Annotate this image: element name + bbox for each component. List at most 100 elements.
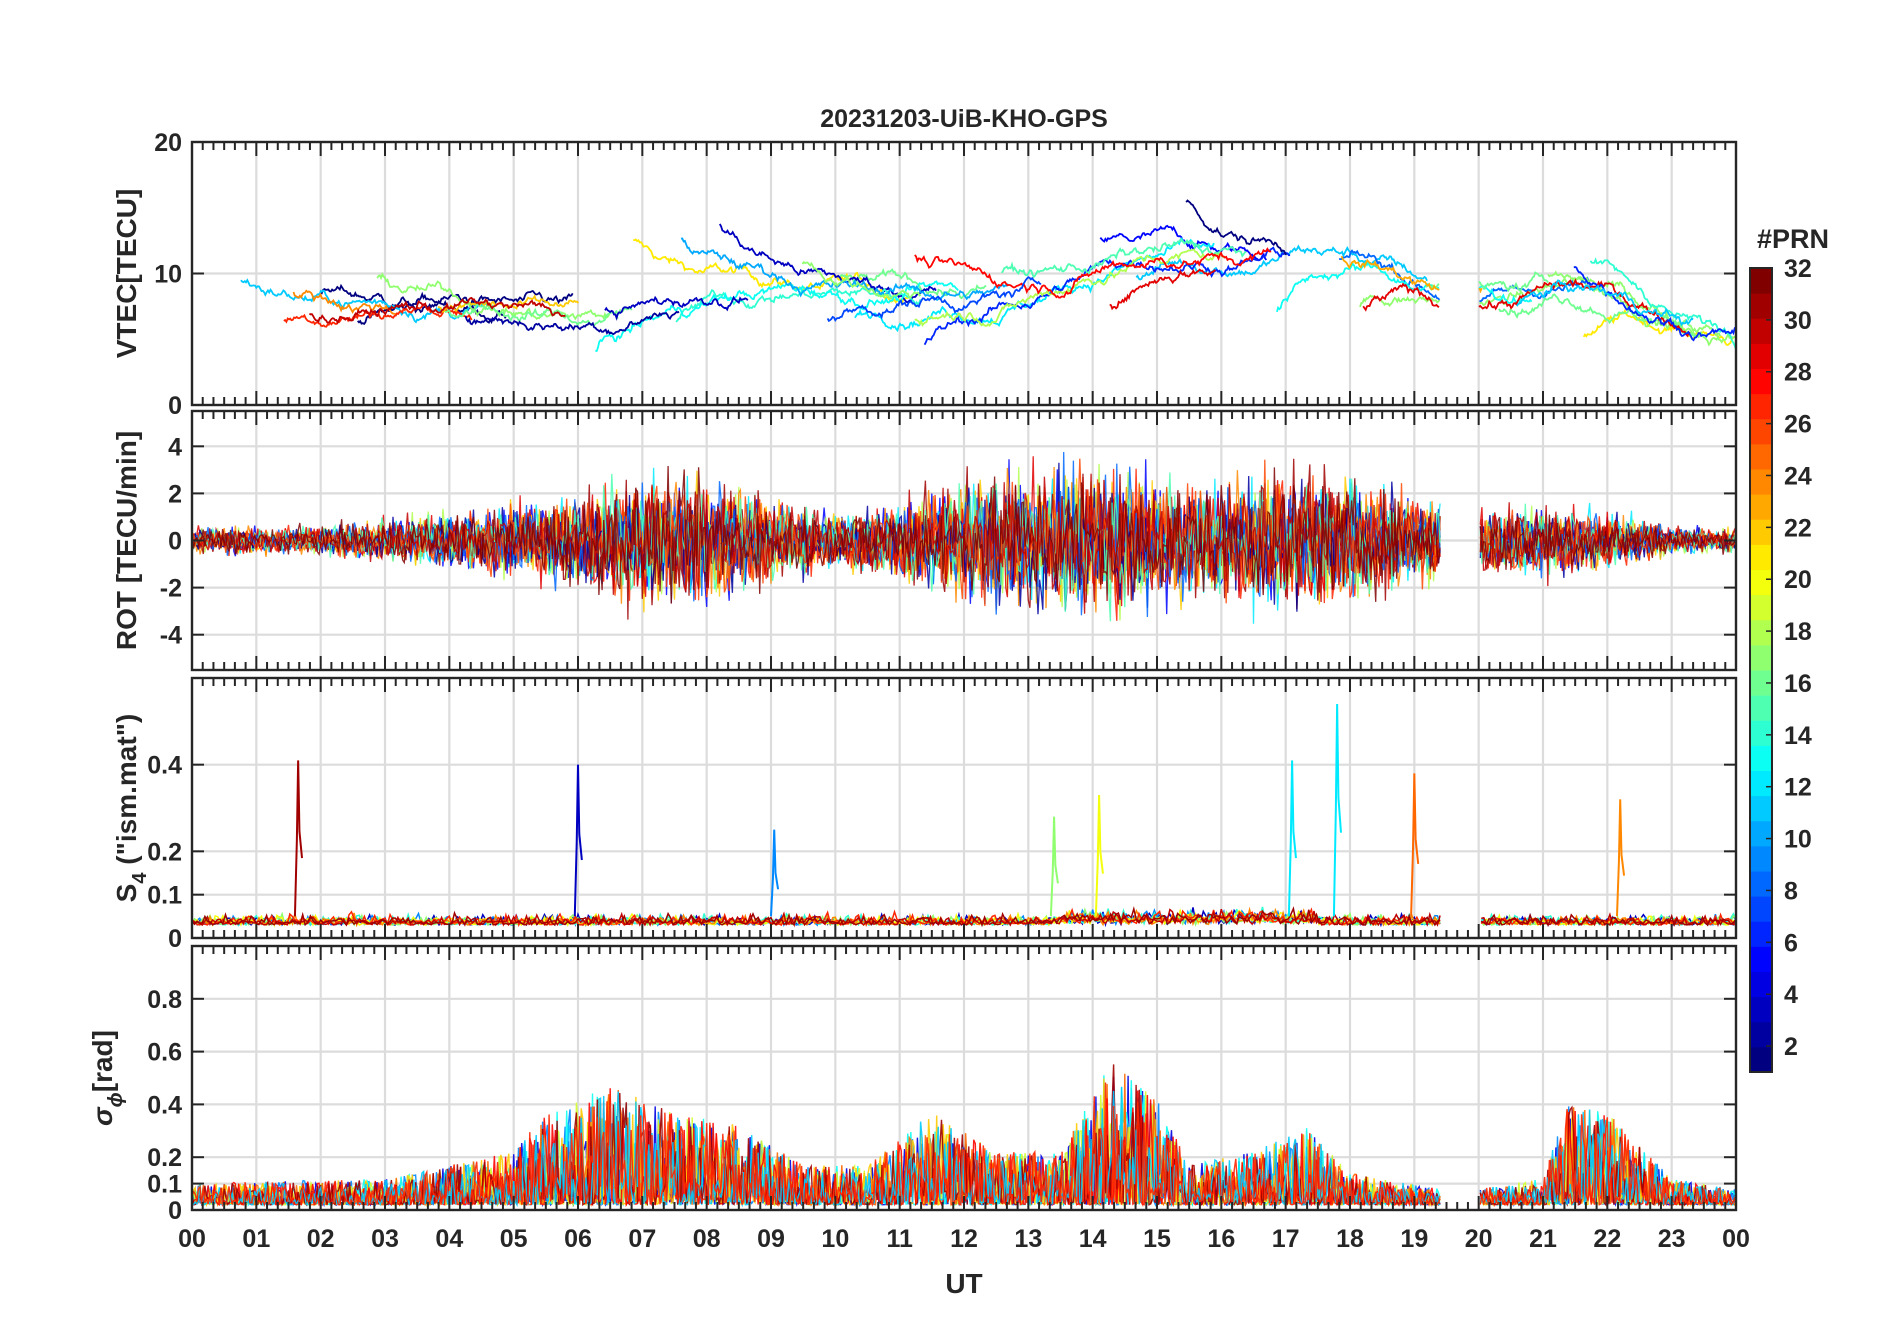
colorbar-segment [1750, 368, 1772, 395]
vtec-line-prn-13 [1276, 260, 1533, 313]
x-tick-label: 23 [1658, 1225, 1686, 1253]
s4-spike [1410, 773, 1420, 917]
colorbar-tick-label: 16 [1784, 670, 1812, 698]
y-tick-label: 0.2 [147, 1144, 182, 1172]
vtec-line-prn-21 [633, 238, 914, 305]
colorbar-segment [1750, 469, 1772, 495]
colorbar-segment [1750, 293, 1772, 319]
colorbar-segment [1750, 770, 1772, 797]
colorbar-tick-label: 28 [1784, 359, 1812, 387]
vtec-line-prn-3 [719, 223, 937, 304]
x-tick-label: 22 [1593, 1225, 1621, 1253]
x-tick-label: 03 [371, 1225, 399, 1253]
x-tick-label: 19 [1400, 1225, 1428, 1253]
y-tick-label: 4 [168, 433, 182, 461]
colorbar-tick-label: 30 [1784, 307, 1812, 335]
y-tick-label: 0.4 [147, 1091, 182, 1119]
s4-spike [1094, 794, 1104, 917]
x-tick-label: 18 [1336, 1225, 1364, 1253]
x-tick-label: 07 [628, 1225, 656, 1253]
s4-spike [1615, 799, 1626, 917]
colorbar-tick-label: 20 [1784, 566, 1812, 594]
x-tick-label: 09 [757, 1225, 785, 1253]
colorbar-segment [1750, 820, 1772, 847]
x-tick-label: 17 [1272, 1225, 1300, 1253]
rot-series [191, 451, 1737, 624]
vtec-line-prn-16 [1498, 293, 1697, 338]
s4-spike [293, 760, 304, 917]
vtec-line-prn-14 [1589, 257, 1737, 350]
y-tick-label: -2 [160, 575, 182, 603]
colorbar-segment [1750, 946, 1772, 972]
y-tick-label: 0.6 [147, 1039, 182, 1067]
x-tick-label: 04 [435, 1225, 463, 1253]
colorbar-segment [1750, 871, 1772, 897]
rot-line-prn-32 [191, 465, 1737, 604]
y-tick-label: 0.1 [147, 882, 182, 910]
y-tick-label: 0 [168, 925, 182, 953]
s4-spike [1332, 703, 1342, 917]
vtec-line-prn-6 [923, 246, 1291, 346]
vtec-line-prn-15 [1000, 237, 1247, 279]
vtec-series [240, 199, 1737, 353]
colorbar-segment [1750, 494, 1772, 520]
colorbar-tick-label: 24 [1784, 462, 1812, 490]
y-tick-label: 0.8 [147, 986, 182, 1014]
x-tick-label: 06 [564, 1225, 592, 1253]
vtec-line-prn-6 [1573, 266, 1737, 342]
colorbar-segment [1750, 896, 1772, 922]
vtec-line-prn-16 [838, 268, 987, 300]
s4-spike [770, 829, 780, 917]
colorbar-segment [1750, 544, 1772, 570]
colorbar-segment [1750, 745, 1772, 771]
x-tick-label: 14 [1079, 1225, 1107, 1253]
x-axis-label: UT [945, 1268, 982, 1299]
y-tick-label: 0.4 [147, 752, 182, 780]
s4-series [191, 703, 1737, 928]
vtec-line-prn-29 [1109, 268, 1216, 311]
vtec-line-prn-23 [1340, 255, 1483, 294]
colorbar-tick-label: 8 [1784, 877, 1798, 905]
colorbar-segment [1750, 569, 1772, 596]
colorbar-segment [1750, 418, 1772, 445]
y-tick-label: 0 [168, 528, 182, 556]
vtec-line-prn-3 [604, 295, 749, 321]
x-tick-label: 20 [1465, 1225, 1493, 1253]
colorbar-segment [1750, 795, 1772, 822]
colorbar-segment [1750, 845, 1772, 872]
y-tick-label: 2 [168, 480, 182, 508]
vtec-line-prn-30 [308, 296, 566, 325]
colorbar-segment [1750, 1021, 1772, 1048]
s4-line-prn-31 [191, 905, 1737, 928]
colorbar-tick-label: 32 [1784, 255, 1812, 283]
vtec-line-prn-17 [801, 260, 922, 300]
y-tick-label: 10 [154, 261, 182, 289]
x-tick-label: 02 [307, 1225, 335, 1253]
s4-spike [1287, 760, 1297, 917]
x-tick-label: 00 [178, 1225, 206, 1253]
y-tick-label: 0.1 [147, 1171, 182, 1199]
x-tick-label: 16 [1207, 1225, 1235, 1253]
y-axis-label-sigma_phi: σϕ[rad] [87, 1030, 127, 1126]
x-tick-label: 13 [1014, 1225, 1042, 1253]
colorbar-tick-label: 10 [1784, 826, 1812, 854]
y-tick-label: 0 [168, 392, 182, 420]
colorbar-segment [1750, 594, 1772, 621]
y-tick-label: 20 [154, 129, 182, 157]
vtec-line-prn-13 [595, 280, 959, 353]
vtec-line-prn-1 [320, 283, 574, 310]
x-tick-label: 10 [821, 1225, 849, 1253]
colorbar-tick-label: 18 [1784, 618, 1812, 646]
colorbar-segment [1750, 670, 1772, 696]
colorbar-tick-label: 6 [1784, 929, 1798, 957]
colorbar-segment [1750, 619, 1772, 646]
frame-layer [190, 140, 1738, 1212]
y-tick-label: 0 [168, 1197, 182, 1225]
vtec-line-prn-1 [1185, 199, 1287, 256]
x-tick-label: 01 [242, 1225, 270, 1253]
colorbar-label: #PRN [1757, 224, 1829, 254]
colorbar-segment [1750, 720, 1772, 746]
colorbar-tick-label: 12 [1784, 774, 1812, 802]
vtec-line-prn-7 [826, 276, 1042, 323]
